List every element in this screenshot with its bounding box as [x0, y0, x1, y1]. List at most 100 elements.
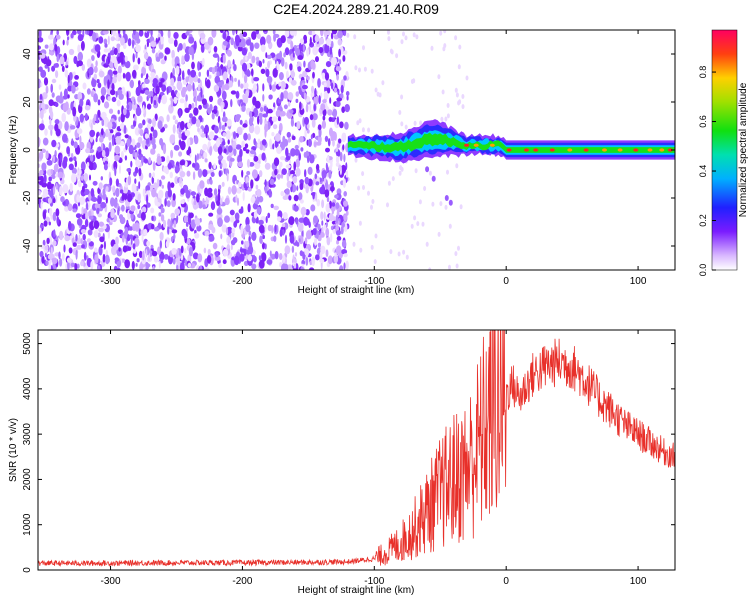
- noise-speck: [241, 47, 248, 56]
- noise-speck: [152, 143, 157, 150]
- noise-speck: [293, 161, 297, 171]
- noise-speck: [343, 262, 346, 270]
- noise-speck: [191, 61, 195, 70]
- noise-speck: [259, 170, 263, 178]
- noise-speck: [299, 101, 302, 111]
- noise-speck: [43, 220, 48, 227]
- noise-speck: [280, 110, 286, 117]
- noise-speck: [297, 55, 304, 60]
- noise-speck: [170, 97, 174, 108]
- noise-speck: [45, 59, 52, 67]
- noise-speck: [410, 223, 414, 229]
- noise-speck: [292, 52, 295, 58]
- noise-speck: [321, 199, 325, 209]
- noise-speck: [113, 47, 118, 56]
- noise-speck: [135, 192, 138, 197]
- noise-speck: [281, 223, 286, 228]
- noise-speck: [61, 253, 65, 261]
- noise-speck: [341, 106, 346, 113]
- noise-speck: [170, 182, 175, 188]
- noise-speck: [254, 100, 261, 109]
- noise-speck: [313, 215, 319, 224]
- noise-speck: [165, 240, 170, 248]
- noise-speck: [53, 185, 56, 195]
- noise-speck: [190, 69, 197, 78]
- noise-speck: [276, 216, 282, 222]
- noise-speck: [173, 96, 178, 104]
- noise-speck: [68, 48, 75, 56]
- noise-speck: [346, 95, 349, 101]
- noise-speck: [284, 245, 291, 255]
- noise-speck: [211, 112, 215, 120]
- noise-speck: [152, 129, 158, 139]
- noise-speck: [286, 172, 290, 182]
- noise-speck: [222, 31, 227, 40]
- noise-speck: [134, 222, 140, 232]
- noise-speck: [62, 159, 68, 169]
- noise-speck: [80, 161, 86, 171]
- noise-speck: [132, 102, 138, 111]
- noise-speck: [279, 161, 283, 168]
- noise-speck: [430, 45, 434, 51]
- noise-speck: [302, 43, 305, 53]
- noise-speck: [321, 72, 326, 80]
- noise-speck: [40, 81, 43, 88]
- noise-speck: [168, 37, 174, 44]
- noise-speck: [211, 30, 217, 38]
- noise-speck: [80, 40, 85, 51]
- noise-speck: [92, 180, 98, 186]
- noise-speck: [99, 136, 104, 143]
- noise-speck: [262, 146, 266, 151]
- noise-speck: [326, 196, 330, 203]
- noise-speck: [335, 100, 341, 108]
- noise-speck: [152, 117, 156, 128]
- noise-speck: [315, 254, 320, 261]
- noise-speck: [250, 196, 256, 204]
- noise-speck: [54, 119, 60, 125]
- noise-speck: [143, 61, 147, 68]
- noise-speck: [81, 244, 85, 249]
- noise-speck: [176, 265, 179, 270]
- noise-speck: [287, 137, 292, 143]
- noise-speck: [331, 207, 335, 215]
- noise-speck: [440, 116, 444, 122]
- noise-speck: [205, 131, 208, 139]
- noise-speck: [251, 231, 257, 241]
- noise-speck: [40, 201, 43, 210]
- noise-speck: [290, 118, 294, 127]
- noise-speck: [83, 173, 89, 182]
- snr-x-tick-label: 100: [630, 576, 647, 587]
- noise-speck: [107, 121, 113, 130]
- noise-speck: [277, 99, 282, 104]
- noise-speck: [124, 134, 129, 139]
- noise-speck: [150, 244, 154, 249]
- noise-speck: [93, 220, 100, 230]
- noise-speck: [213, 144, 217, 151]
- noise-speck: [303, 92, 308, 100]
- noise-speck: [186, 170, 191, 177]
- noise-speck: [337, 88, 340, 96]
- noise-speck: [100, 128, 104, 136]
- noise-speck: [327, 202, 330, 212]
- noise-speck: [243, 74, 248, 84]
- noise-speck: [247, 51, 252, 60]
- noise-speck: [336, 97, 343, 102]
- noise-speck: [161, 84, 167, 92]
- noise-speck: [208, 212, 214, 217]
- noise-speck: [298, 217, 305, 223]
- noise-speck: [266, 259, 273, 265]
- noise-speck: [414, 168, 418, 174]
- noise-speck: [134, 115, 137, 122]
- noise-speck: [161, 207, 165, 214]
- noise-speck: [48, 190, 54, 198]
- noise-speck: [82, 233, 86, 241]
- noise-speck: [170, 149, 174, 159]
- noise-speck: [143, 228, 148, 236]
- noise-speck: [174, 119, 179, 125]
- noise-speck: [335, 66, 342, 72]
- noise-speck: [245, 224, 251, 233]
- noise-speck: [307, 138, 312, 148]
- noise-speck: [293, 263, 297, 269]
- noise-speck: [46, 159, 53, 166]
- noise-speck: [66, 39, 69, 46]
